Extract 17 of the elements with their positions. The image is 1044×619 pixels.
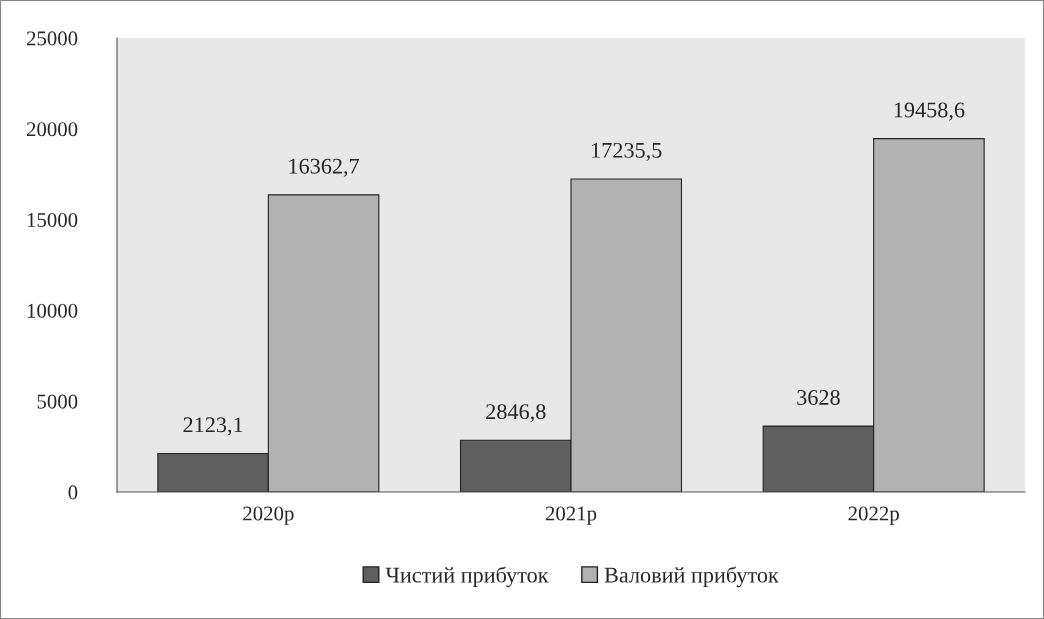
legend-label: Чистий прибуток xyxy=(385,566,549,588)
data-label: 17235,5 xyxy=(592,142,662,162)
legend-label: Валовий прибуток xyxy=(604,566,779,588)
x-tick-label: 2020р xyxy=(243,506,294,525)
y-tick-label: 0 xyxy=(68,485,78,500)
y-tick-label: 15000 xyxy=(27,212,78,228)
y-tick-label: 5000 xyxy=(37,394,78,409)
y-tick-label: 20000 xyxy=(26,122,78,137)
y-tick-label: 25000 xyxy=(26,31,78,46)
y-tick-label: 10000 xyxy=(27,303,78,318)
data-label: 2846,8 xyxy=(486,404,546,423)
x-tick-label: 2021р xyxy=(545,506,597,525)
data-label: 2123,1 xyxy=(183,417,243,436)
data-label: 19458,6 xyxy=(894,102,965,121)
data-label: 16362,7 xyxy=(289,158,360,177)
data-label: 3628 xyxy=(797,389,840,405)
x-tick-label: 2022р xyxy=(848,506,899,525)
